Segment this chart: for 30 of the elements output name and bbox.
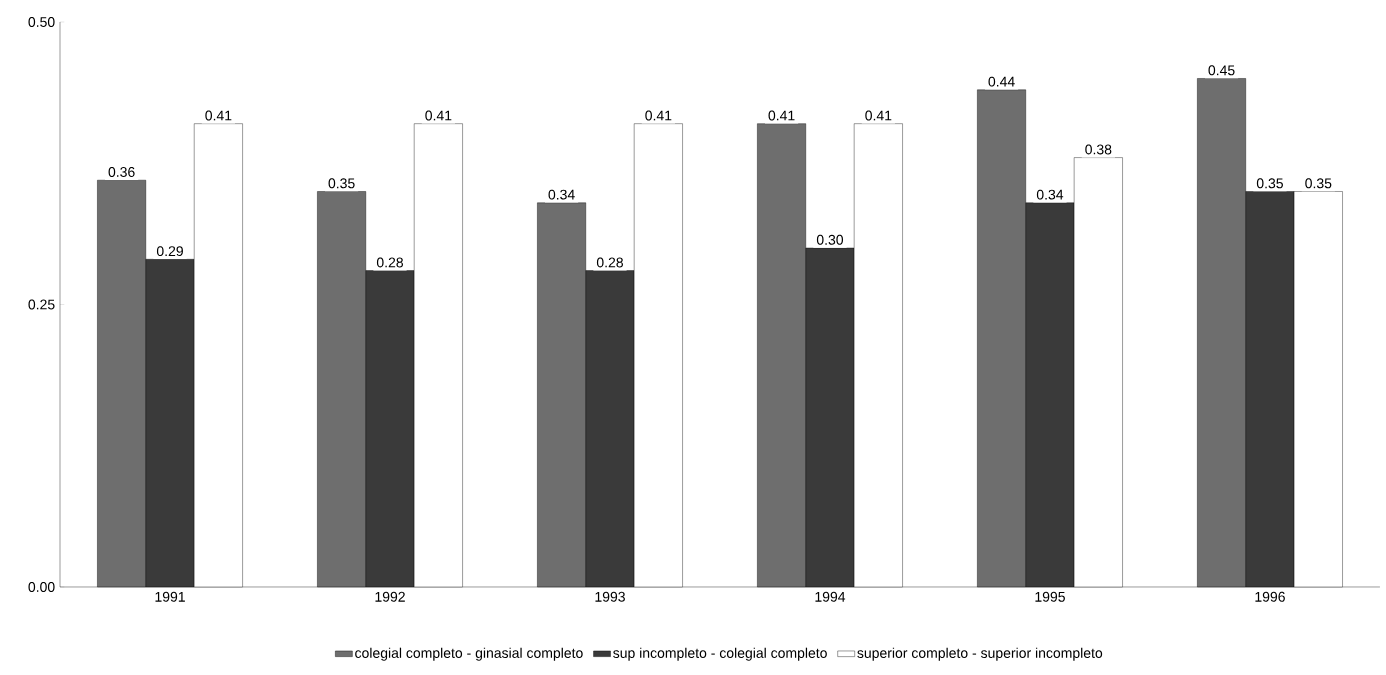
data-label: 0.34 xyxy=(1036,189,1064,200)
data-label: 0.35 xyxy=(1305,178,1332,189)
legend-label: superior completo - superior incompleto xyxy=(857,647,1103,661)
x-tick-label: 1991 xyxy=(155,591,185,602)
data-label: 0.35 xyxy=(328,178,355,189)
y-tick-label: 0.25 xyxy=(28,299,55,310)
data-label: 0.29 xyxy=(156,246,183,257)
legend-label: colegial completo - ginasial completo xyxy=(355,647,583,661)
data-label: 0.28 xyxy=(596,257,623,268)
data-label: 0.35 xyxy=(1256,178,1283,189)
y-tick-label: 0.00 xyxy=(28,582,55,592)
data-label: 0.41 xyxy=(768,110,795,121)
data-label: 0.28 xyxy=(376,257,403,268)
data-label: 0.41 xyxy=(205,110,232,121)
x-tick-label: 1993 xyxy=(595,591,625,602)
data-label: 0.45 xyxy=(1208,65,1235,76)
data-label: 0.44 xyxy=(988,76,1015,87)
data-label: 0.41 xyxy=(865,110,892,121)
data-label: 0.30 xyxy=(816,234,844,245)
data-label: 0.38 xyxy=(1085,144,1112,155)
data-label: 0.36 xyxy=(108,167,135,177)
x-tick-label: 1995 xyxy=(1035,591,1065,602)
x-tick-label: 1994 xyxy=(815,591,846,602)
data-label: 0.41 xyxy=(645,110,672,121)
y-tick-label: 0.50 xyxy=(28,17,55,27)
x-tick-label: 1992 xyxy=(375,591,405,602)
data-label: 0.41 xyxy=(425,110,452,121)
legend-label: sup incompleto - colegial completo xyxy=(613,647,827,661)
data-label: 0.34 xyxy=(548,189,575,200)
x-tick-label: 1996 xyxy=(1255,591,1285,602)
